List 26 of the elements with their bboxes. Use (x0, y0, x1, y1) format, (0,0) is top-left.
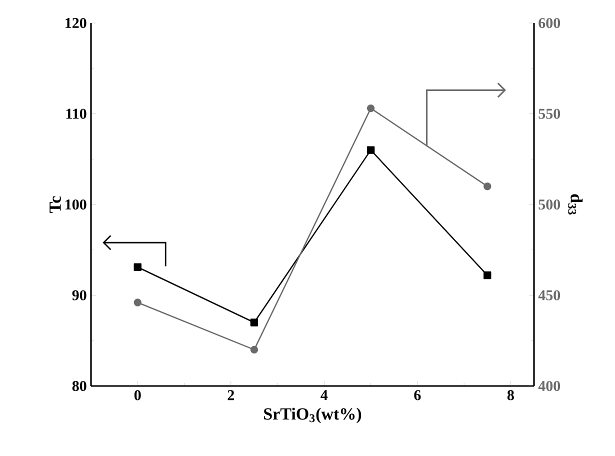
x-tick-label: 6 (414, 390, 421, 400)
y2-tick-label: 450 (538, 290, 560, 300)
point (134, 298, 142, 306)
y-tick-label: 80 (72, 380, 86, 392)
point (366, 104, 375, 112)
y2-axis-title: d$_{33}$ (568, 194, 583, 215)
y2-tick-label: 600 (538, 18, 560, 28)
x-axis-title: SrTiO$_{3}$(wt%) (264, 408, 362, 424)
x-tick-label: 0 (134, 390, 141, 400)
point (366, 146, 375, 154)
y2-tick-label: 500 (538, 199, 560, 210)
y-tick-label: 110 (66, 108, 86, 119)
y-tick-label: 100 (66, 199, 86, 210)
point (250, 346, 258, 354)
y2-tick-label: 400 (538, 380, 560, 392)
point (134, 263, 142, 271)
x-tick-label: 8 (507, 390, 514, 400)
point (250, 318, 258, 326)
y-axis-title: Tc (50, 196, 61, 213)
y-tick-label: 120 (66, 18, 86, 28)
point (484, 271, 492, 280)
x-tick-label: 2 (228, 390, 234, 400)
x-tick-label: 4 (320, 390, 328, 400)
y2-tick-label: 550 (538, 108, 560, 119)
y-tick-label: 90 (72, 290, 86, 300)
point (484, 182, 492, 190)
